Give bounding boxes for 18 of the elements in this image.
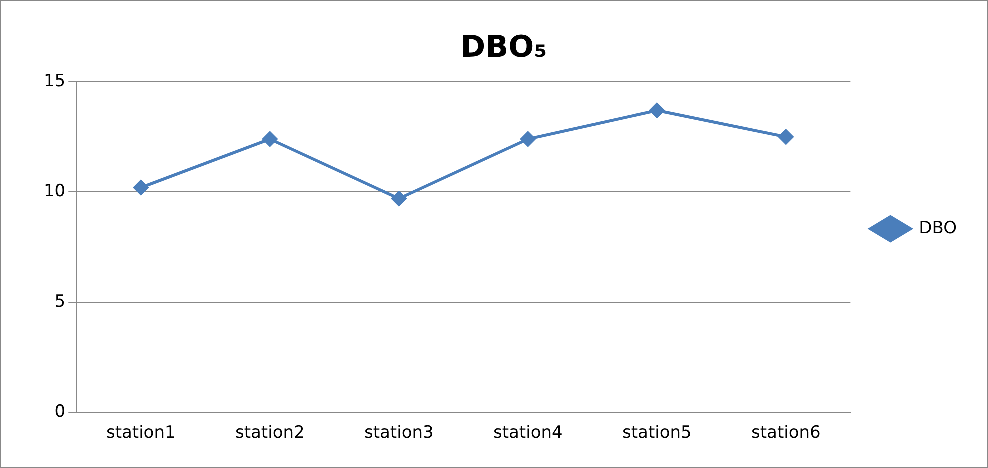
- x-tick-label: station1: [106, 423, 176, 444]
- point: [262, 132, 278, 147]
- y-tick-label: 0: [54, 402, 66, 422]
- x-tick-label: station2: [235, 423, 305, 444]
- y-tick-label: 15: [44, 71, 66, 92]
- x-tick-label: station6: [752, 423, 821, 444]
- x-tick-label: station4: [493, 423, 563, 444]
- point: [392, 191, 407, 206]
- point: [520, 132, 536, 147]
- point: [650, 103, 665, 118]
- x-tick-label: station5: [622, 423, 692, 444]
- x-tick-label: station3: [364, 423, 434, 444]
- point: [134, 180, 149, 196]
- y-tick-label: 5: [54, 292, 66, 312]
- chart-title: DBO₅: [460, 30, 548, 65]
- point: [778, 130, 794, 145]
- y-tick-label: 10: [44, 182, 66, 202]
- legend-label: DBO: [919, 218, 958, 238]
